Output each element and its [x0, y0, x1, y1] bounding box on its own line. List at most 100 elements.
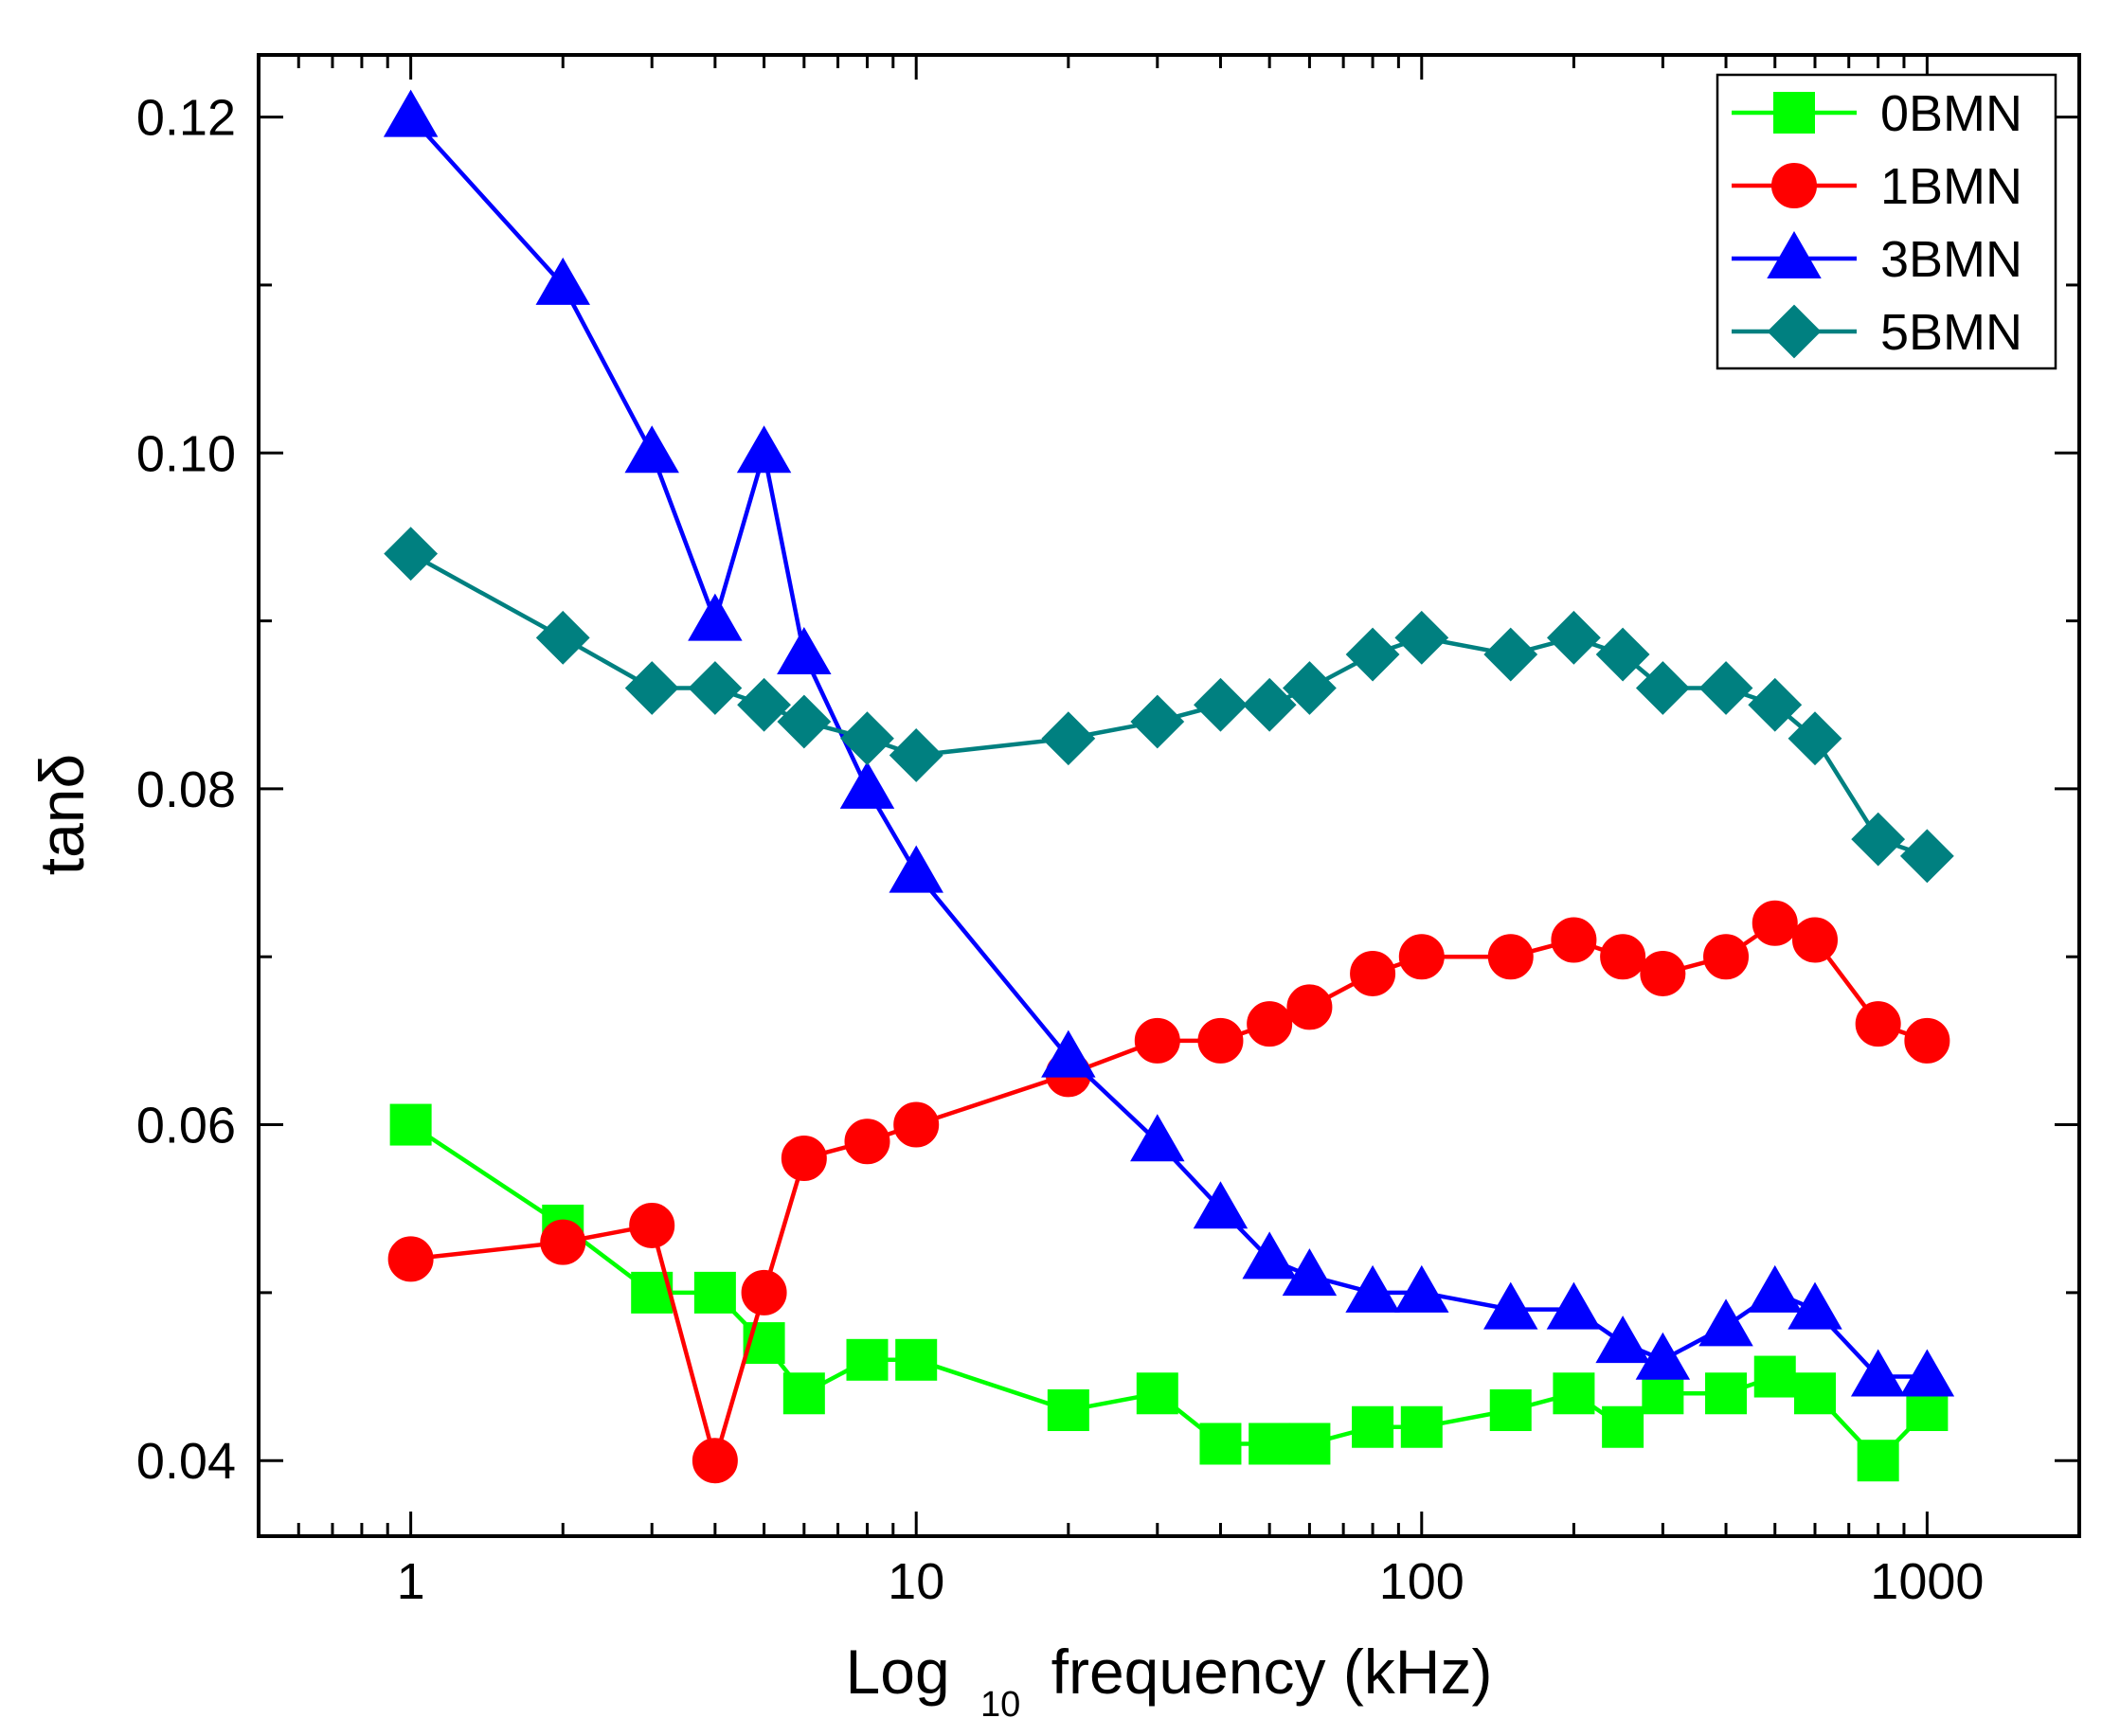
data-point-0bmn	[846, 1338, 889, 1381]
series-1bmn	[387, 900, 1950, 1484]
data-point-1bmn	[1792, 917, 1839, 963]
data-point-3bmn	[1193, 1181, 1249, 1229]
data-point-1bmn	[1134, 1017, 1180, 1064]
data-point-5bmn	[1483, 627, 1538, 682]
data-point-0bmn	[782, 1372, 825, 1415]
data-point-0bmn	[693, 1271, 736, 1314]
data-point-5bmn	[384, 527, 439, 582]
data-point-1bmn	[893, 1101, 940, 1148]
legend: 0BMN 1BMN 3BMN 5BMN	[1716, 73, 2057, 370]
data-point-3bmn	[736, 425, 792, 474]
data-point-1bmn	[1487, 934, 1534, 980]
data-point-5bmn	[1345, 627, 1400, 682]
data-point-5bmn	[840, 711, 894, 766]
data-point-1bmn	[1247, 1001, 1293, 1047]
data-point-0bmn	[1794, 1372, 1837, 1415]
legend-label-0bmn: 0BMN	[1880, 85, 2022, 142]
data-point-3bmn	[1282, 1248, 1338, 1297]
y-tick-label: 0.10	[136, 425, 236, 482]
data-point-3bmn	[688, 593, 743, 641]
data-point-5bmn	[1635, 661, 1690, 715]
series-line-5bmn	[409, 551, 1929, 858]
legend-marker-1bmn	[1771, 163, 1817, 208]
x-axis-ticks: 1 10 100 1000	[257, 55, 2081, 1610]
data-point-3bmn	[1130, 1114, 1185, 1162]
legend-entry-3bmn: 3BMN	[1732, 230, 2022, 288]
data-point-3bmn	[1748, 1264, 1803, 1313]
data-point-0bmn	[1753, 1355, 1796, 1398]
legend-marker-5bmn	[1767, 304, 1822, 359]
data-point-3bmn	[777, 627, 832, 675]
data-point-0bmn	[1857, 1440, 1899, 1482]
data-point-0bmn	[1136, 1372, 1178, 1415]
data-point-3bmn	[1242, 1231, 1297, 1280]
data-point-1bmn	[387, 1236, 434, 1282]
data-point-5bmn	[1041, 711, 1096, 766]
y-axis-ticks: 0.04 0.06 0.08 0.10 0.12	[136, 90, 2079, 1490]
data-point-0bmn	[895, 1338, 938, 1381]
data-point-5bmn	[688, 661, 743, 715]
series-line-3bmn	[408, 116, 1928, 1379]
plot-frame	[257, 53, 2081, 1538]
data-point-1bmn	[629, 1202, 675, 1248]
legend-marker-3bmn	[1767, 230, 1822, 278]
data-point-5bmn	[624, 661, 679, 715]
series-5bmn	[384, 527, 1954, 884]
data-point-1bmn	[1551, 917, 1597, 963]
x-axis-label: Log 10 frequency (kHz)	[846, 1637, 1493, 1729]
data-point-0bmn	[1906, 1389, 1949, 1432]
data-point-5bmn	[1242, 677, 1297, 732]
data-point-0bmn	[1199, 1423, 1242, 1465]
data-point-0bmn	[1705, 1372, 1748, 1415]
data-point-5bmn	[535, 610, 590, 665]
data-point-5bmn	[737, 677, 791, 732]
data-point-3bmn	[624, 425, 679, 474]
data-point-3bmn	[1899, 1349, 1955, 1397]
legend-entry-0bmn: 0BMN	[1732, 85, 2022, 142]
data-point-1bmn	[1398, 934, 1445, 980]
data-point-0bmn	[631, 1271, 674, 1314]
data-point-3bmn	[1394, 1264, 1449, 1313]
data-point-3bmn	[1483, 1281, 1538, 1330]
data-point-0bmn	[1400, 1405, 1443, 1448]
data-point-3bmn	[1345, 1264, 1400, 1313]
data-point-1bmn	[540, 1219, 586, 1265]
data-point-5bmn	[1194, 677, 1248, 732]
x-axis-label-rest: frequency (kHz)	[1051, 1637, 1493, 1707]
data-point-5bmn	[889, 728, 943, 782]
data-point-0bmn	[1553, 1372, 1595, 1415]
data-point-5bmn	[1748, 677, 1803, 732]
data-point-1bmn	[781, 1136, 827, 1182]
data-point-1bmn	[1350, 950, 1396, 996]
series-3bmn	[383, 89, 1955, 1397]
legend-marker-0bmn	[1773, 92, 1815, 134]
y-axis-label: tanδ	[27, 754, 97, 876]
y-tick-label: 0.06	[136, 1098, 236, 1154]
legend-entry-5bmn: 5BMN	[1732, 304, 2022, 361]
data-point-5bmn	[1283, 661, 1337, 715]
data-point-0bmn	[1047, 1389, 1089, 1432]
data-point-5bmn	[1899, 829, 1954, 884]
data-point-1bmn	[1855, 1001, 1901, 1047]
data-point-5bmn	[1698, 661, 1753, 715]
data-point-1bmn	[1904, 1017, 1950, 1064]
data-point-0bmn	[1352, 1405, 1394, 1448]
data-point-1bmn	[1752, 900, 1798, 946]
y-tick-label: 0.08	[136, 761, 236, 818]
data-point-0bmn	[1489, 1389, 1532, 1432]
data-point-1bmn	[1197, 1017, 1244, 1064]
data-point-1bmn	[692, 1438, 738, 1484]
data-point-1bmn	[741, 1269, 787, 1315]
data-point-1bmn	[1286, 984, 1333, 1030]
data-point-3bmn	[1635, 1332, 1691, 1380]
data-point-3bmn	[1546, 1281, 1602, 1330]
data-point-3bmn	[1850, 1349, 1906, 1397]
x-axis-label-subscript: 10	[980, 1685, 1020, 1725]
data-point-5bmn	[1595, 627, 1650, 682]
data-point-3bmn	[1041, 1029, 1096, 1078]
data-point-3bmn	[839, 761, 895, 809]
x-axis-label-main: Log	[846, 1637, 950, 1707]
series-0bmn	[389, 1103, 1949, 1482]
data-point-5bmn	[1130, 694, 1185, 749]
